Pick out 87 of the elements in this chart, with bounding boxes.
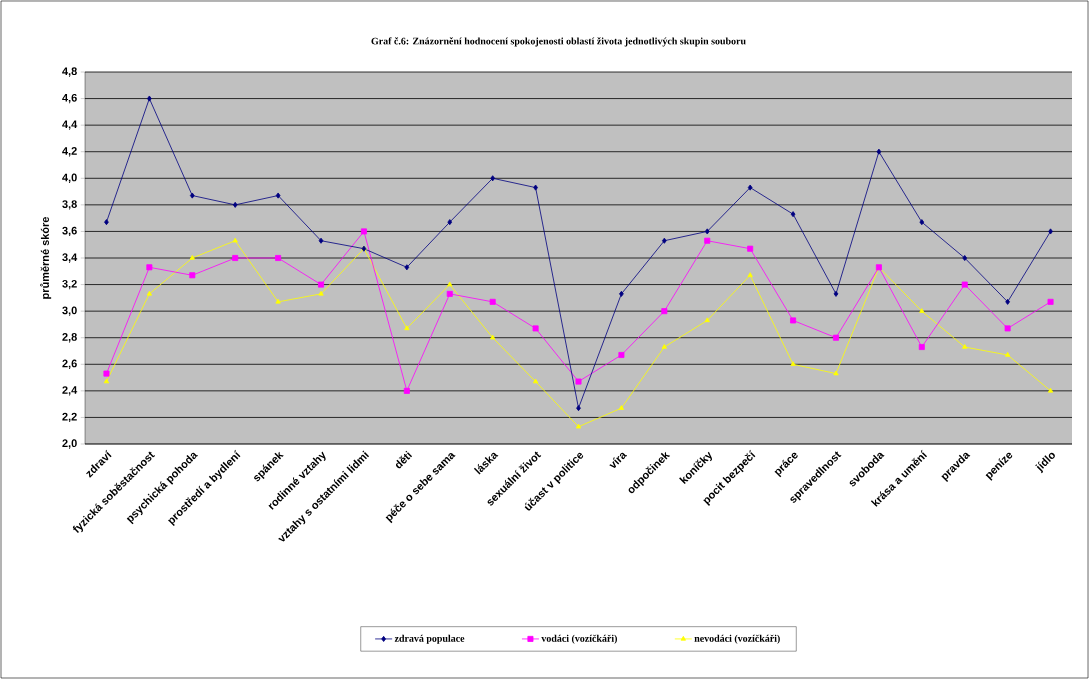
point bbox=[747, 184, 753, 191]
y-tick-label: 2,8 bbox=[62, 333, 77, 343]
point bbox=[146, 290, 153, 296]
point bbox=[318, 237, 324, 244]
y-tick-label: 2,4 bbox=[62, 386, 78, 396]
point bbox=[704, 317, 710, 323]
y-tick-label: 3,2 bbox=[62, 279, 77, 290]
point bbox=[618, 405, 625, 410]
point bbox=[1005, 298, 1010, 305]
point bbox=[747, 272, 753, 277]
y-tick-label: 2,6 bbox=[62, 359, 77, 369]
point bbox=[532, 325, 539, 332]
point bbox=[1005, 351, 1011, 357]
point bbox=[275, 255, 282, 261]
point bbox=[1048, 228, 1053, 235]
point bbox=[232, 201, 238, 208]
x-tick-label: děti bbox=[395, 450, 413, 469]
y-tick-label: 4,0 bbox=[62, 173, 77, 183]
point bbox=[103, 378, 110, 384]
x-tick-label: víra bbox=[609, 452, 628, 468]
point bbox=[447, 219, 453, 226]
point bbox=[360, 228, 367, 235]
legend-label: nevodáci (vozíčkáři) bbox=[694, 634, 780, 644]
point bbox=[447, 281, 453, 287]
y-tick-label: 4,4 bbox=[62, 120, 78, 130]
point bbox=[232, 255, 239, 261]
point bbox=[275, 298, 281, 304]
point bbox=[490, 334, 496, 340]
point bbox=[232, 237, 238, 243]
legend-label: vodáci (vozíčkáři) bbox=[541, 634, 617, 644]
point bbox=[661, 344, 667, 349]
point bbox=[661, 237, 667, 244]
point bbox=[318, 290, 324, 296]
point bbox=[533, 184, 538, 191]
y-axis-title: průměrné skóre bbox=[40, 216, 52, 299]
point bbox=[961, 281, 968, 288]
point bbox=[790, 211, 796, 218]
point bbox=[532, 378, 539, 384]
point bbox=[489, 298, 496, 305]
point bbox=[918, 344, 925, 351]
point bbox=[189, 192, 195, 199]
point bbox=[747, 245, 754, 252]
point bbox=[704, 228, 710, 235]
y-tick-label: 3,6 bbox=[62, 226, 77, 237]
y-tick-label: 2,0 bbox=[62, 439, 77, 449]
point bbox=[919, 308, 925, 313]
y-tick-label: 4,2 bbox=[62, 147, 77, 157]
point bbox=[404, 264, 410, 271]
point bbox=[575, 423, 582, 429]
point bbox=[103, 370, 110, 377]
point bbox=[576, 405, 581, 412]
point bbox=[1047, 387, 1054, 393]
legend-label: zdravá populace bbox=[394, 634, 465, 644]
point bbox=[790, 317, 797, 324]
y-tick-label: 4,8 bbox=[62, 67, 77, 77]
point bbox=[919, 219, 925, 226]
point bbox=[876, 148, 882, 155]
point bbox=[962, 344, 968, 349]
point bbox=[403, 387, 410, 394]
point bbox=[790, 361, 796, 366]
point bbox=[446, 290, 453, 297]
point bbox=[962, 255, 968, 261]
point bbox=[661, 308, 668, 315]
point bbox=[318, 281, 325, 288]
point bbox=[1004, 325, 1011, 332]
point bbox=[832, 334, 839, 341]
y-tick-label: 3,0 bbox=[62, 306, 77, 316]
chart-title: Graf č.6: Znázornění hodnocení spokojenosti oblastí života jednotlivých skupin souboru bbox=[371, 37, 746, 47]
point bbox=[189, 255, 195, 260]
point bbox=[833, 370, 839, 376]
point bbox=[575, 378, 582, 385]
point bbox=[1047, 298, 1054, 305]
point bbox=[104, 219, 109, 226]
point bbox=[147, 95, 152, 102]
y-tick-label: 3,8 bbox=[62, 200, 77, 210]
y-tick-label: 2,2 bbox=[62, 412, 77, 423]
point bbox=[704, 237, 711, 244]
y-tick-label: 3,4 bbox=[62, 253, 78, 263]
point bbox=[189, 272, 196, 279]
y-tick-label: 4,6 bbox=[62, 93, 77, 104]
point bbox=[833, 290, 839, 297]
point bbox=[404, 325, 410, 331]
point bbox=[490, 175, 496, 182]
point bbox=[275, 192, 281, 199]
point bbox=[618, 351, 625, 358]
point bbox=[619, 290, 624, 297]
point bbox=[146, 264, 153, 271]
